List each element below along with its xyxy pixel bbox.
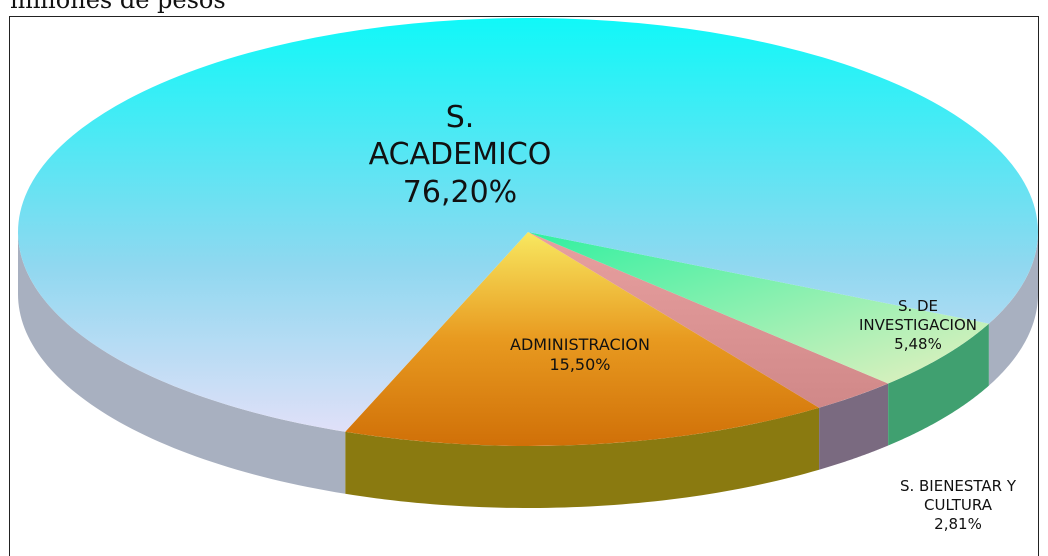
slice-label: ADMINISTRACION 15,50% bbox=[470, 335, 690, 375]
value-label: 2,81% bbox=[934, 514, 982, 533]
slice-label: S. BIENESTAR Y CULTURA 2,81% bbox=[873, 477, 1043, 533]
chart-title: millones de pesos bbox=[10, 0, 226, 14]
slice-side bbox=[988, 232, 1038, 386]
value-label: 76,20% bbox=[402, 174, 518, 210]
slice-side bbox=[888, 323, 989, 446]
slice-side bbox=[18, 232, 346, 494]
slice-label: S. ACADEMICO 76,20% bbox=[360, 99, 560, 212]
category-name: S. BIENESTAR Y CULTURA bbox=[899, 477, 1017, 514]
category-name: ADMINISTRACION bbox=[510, 335, 650, 354]
slice bbox=[18, 18, 1038, 432]
slice-label: S. DE INVESTIGACION 5,48% bbox=[848, 297, 988, 353]
value-label: 5,48% bbox=[894, 334, 942, 353]
category-name: S. DE INVESTIGACION bbox=[858, 297, 978, 334]
slice-side bbox=[819, 383, 889, 470]
slice bbox=[528, 232, 989, 384]
category-name: S. ACADEMICO bbox=[368, 99, 552, 173]
slice bbox=[345, 232, 820, 446]
chart-frame bbox=[9, 16, 1039, 556]
value-label: 15,50% bbox=[549, 355, 611, 374]
slice bbox=[528, 232, 889, 408]
slice-side bbox=[345, 407, 820, 508]
